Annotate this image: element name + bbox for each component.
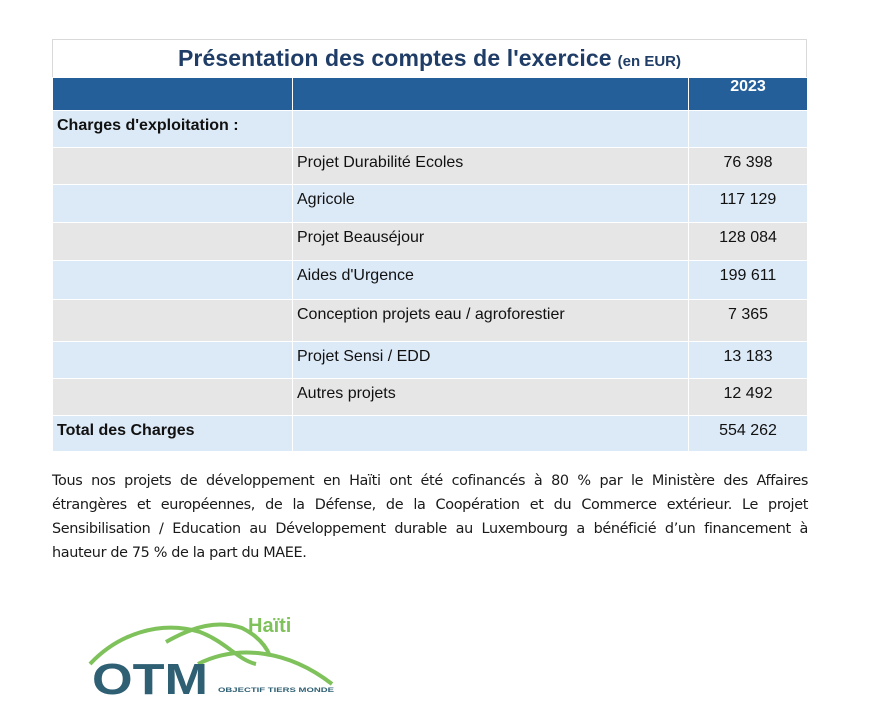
section-label: Charges d'exploitation : — [52, 110, 293, 148]
otm-logo: Haïti OTM OBJECTIF TIERS MONDE — [88, 606, 338, 704]
logo-tagline: OBJECTIF TIERS MONDE — [218, 688, 334, 694]
empty-cell — [52, 341, 293, 379]
header-cell-year: 2023 — [688, 77, 808, 111]
table-row: Conception projets eau / agroforestier 7… — [52, 299, 808, 342]
row-value: 128 084 — [688, 222, 808, 261]
logo-name: OTM — [92, 655, 208, 702]
row-value: 199 611 — [688, 260, 808, 300]
row-label: Autres projets — [292, 378, 689, 416]
empty-cell — [52, 378, 293, 416]
table-row: Projet Durabilité Ecoles 76 398 — [52, 147, 808, 185]
empty-cell — [52, 184, 293, 223]
row-value: 76 398 — [688, 147, 808, 185]
row-label: Projet Beauséjour — [292, 222, 689, 261]
row-value: 7 365 — [688, 299, 808, 342]
hill-arc-icon — [197, 650, 334, 686]
table-row: Projet Beauséjour 128 084 — [52, 222, 808, 261]
accounts-report: Présentation des comptes de l'exercice (… — [52, 39, 808, 452]
table-header-row: 2023 — [52, 77, 808, 111]
total-value: 554 262 — [688, 415, 808, 452]
total-label: Total des Charges — [52, 415, 293, 452]
table-row: Agricole 117 129 — [52, 184, 808, 223]
empty-cell — [688, 110, 808, 148]
row-value: 117 129 — [688, 184, 808, 223]
empty-cell — [292, 110, 689, 148]
empty-cell — [52, 299, 293, 342]
row-label: Projet Durabilité Ecoles — [292, 147, 689, 185]
row-label: Agricole — [292, 184, 689, 223]
table-row: Autres projets 12 492 — [52, 378, 808, 416]
logo-country: Haïti — [248, 615, 291, 637]
row-label: Projet Sensi / EDD — [292, 341, 689, 379]
total-row: Total des Charges 554 262 — [52, 415, 808, 452]
header-cell-label — [52, 77, 293, 111]
table-row: Projet Sensi / EDD 13 183 — [52, 341, 808, 379]
row-value: 12 492 — [688, 378, 808, 416]
empty-cell — [292, 415, 689, 452]
row-label: Conception projets eau / agroforestier — [292, 299, 689, 342]
report-title-main: Présentation des comptes de l'exercice — [177, 45, 612, 71]
row-value: 13 183 — [688, 341, 808, 379]
accounts-table: 2023 Charges d'exploitation : Projet Dur… — [52, 77, 808, 452]
header-cell-item — [292, 77, 689, 111]
empty-cell — [52, 222, 293, 261]
hill-arc-icon — [165, 622, 272, 657]
empty-cell — [52, 147, 293, 185]
otm-logo-graphic: Haïti OTM OBJECTIF TIERS MONDE — [88, 615, 334, 704]
report-title-unit: (en EUR) — [617, 53, 682, 70]
empty-cell — [52, 260, 293, 300]
table-row: Aides d'Urgence 199 611 — [52, 260, 808, 300]
report-title: Présentation des comptes de l'exercice (… — [52, 39, 807, 77]
section-row: Charges d'exploitation : — [52, 110, 808, 148]
funding-footnote: Tous nos projets de développement en Haï… — [52, 473, 808, 561]
row-label: Aides d'Urgence — [292, 260, 689, 300]
